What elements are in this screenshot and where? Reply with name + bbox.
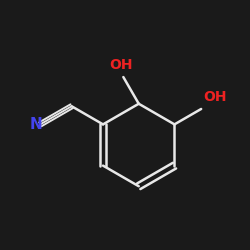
Text: N: N: [30, 117, 42, 132]
Text: OH: OH: [109, 58, 132, 72]
Text: OH: OH: [204, 90, 227, 104]
